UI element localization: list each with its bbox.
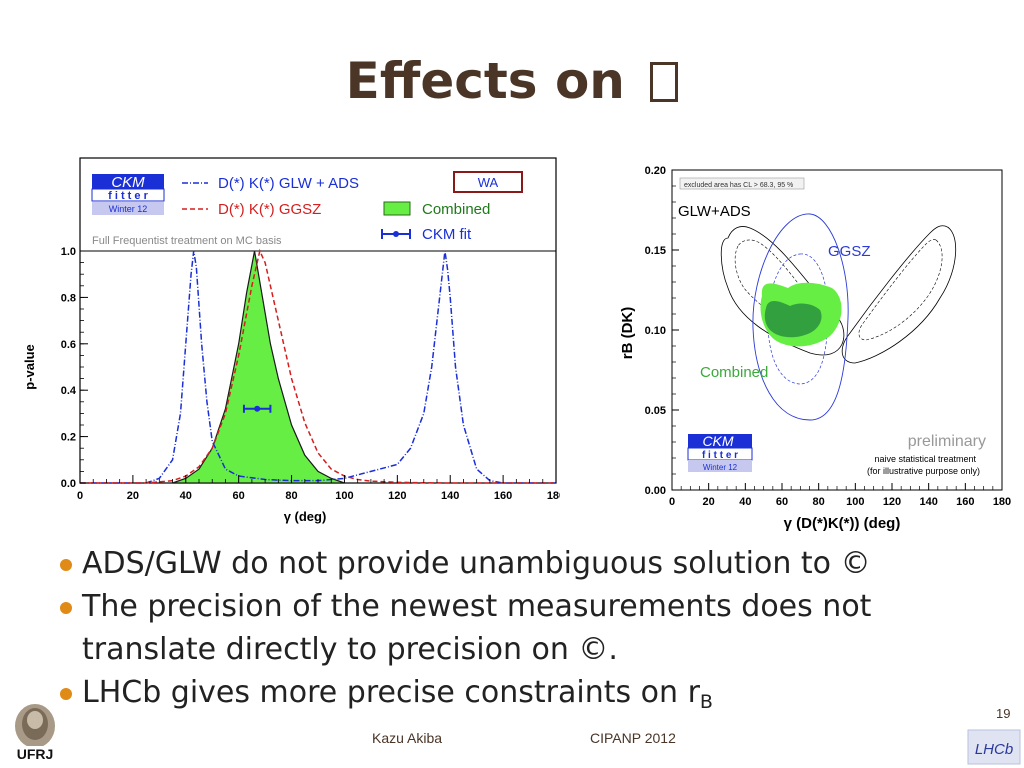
glw-outer-right bbox=[841, 225, 957, 364]
xtick-label: 180 bbox=[993, 496, 1011, 508]
rb-ylabel: rB (DK) bbox=[619, 307, 636, 360]
xtick-label: 80 bbox=[285, 490, 297, 502]
ckm-fit-point bbox=[254, 405, 261, 412]
label-combined: Combined bbox=[700, 364, 768, 381]
xtick-label: 40 bbox=[180, 490, 192, 502]
ytick-label: 0.6 bbox=[61, 339, 76, 351]
ytick-label: 0.15 bbox=[645, 245, 666, 257]
ytick-label: 1.0 bbox=[61, 246, 76, 258]
xtick-label: 20 bbox=[703, 496, 715, 508]
excluded-area-note: excluded area has CL > 68.3, 95 % bbox=[684, 182, 793, 189]
bullet-3: LHCb gives more precise constraints on r… bbox=[58, 671, 998, 724]
footer-author: Kazu Akiba bbox=[372, 730, 443, 746]
rb-contours bbox=[720, 213, 957, 421]
xtick-label: 100 bbox=[846, 496, 864, 508]
label-glw-ads: GLW+ADS bbox=[678, 203, 751, 220]
xtick-label: 60 bbox=[776, 496, 788, 508]
pvalue-xlabel: γ (deg) bbox=[284, 509, 327, 524]
ytick-label: 0.10 bbox=[645, 325, 666, 337]
bullet-dot-icon bbox=[60, 559, 72, 571]
label-naive: naive statistical treatment bbox=[874, 454, 976, 464]
ytick-label: 0.05 bbox=[645, 405, 666, 417]
winter-logo-text: Winter 12 bbox=[109, 204, 148, 214]
label-illustrative: (for illustrative purpose only) bbox=[867, 466, 980, 476]
xtick-label: 160 bbox=[494, 490, 512, 502]
xtick-label: 140 bbox=[919, 496, 937, 508]
xtick-label: 0 bbox=[669, 496, 675, 508]
label-ggsz: GGSZ bbox=[828, 243, 871, 260]
xtick-label: 20 bbox=[127, 490, 139, 502]
footer-conference: CIPANP 2012 bbox=[590, 730, 676, 746]
ytick-label: 0.8 bbox=[61, 292, 76, 304]
glw-outer-left bbox=[720, 226, 845, 356]
bullet-dot-icon bbox=[60, 602, 72, 614]
slide-title: Effects on bbox=[0, 52, 1024, 110]
pvalue-plot-area bbox=[80, 248, 556, 484]
bullet-2: The precision of the newest measurements… bbox=[58, 585, 998, 671]
xtick-label: 0 bbox=[77, 490, 83, 502]
ytick-label: 0.4 bbox=[61, 385, 77, 397]
legend-glw: D(*) K(*) GLW + ADS bbox=[218, 175, 359, 192]
pvalue-axes: 0 20 40 60 80 100 120 140 160 180 0.0 0.2 0.4 0.6 0.8 1… bbox=[61, 246, 560, 502]
glw-inner-right bbox=[858, 239, 943, 341]
xtick-label: 180 bbox=[547, 490, 560, 502]
wa-box bbox=[453, 171, 523, 193]
ufrj-logo-text: UFRJ bbox=[17, 746, 54, 762]
combined-68-region bbox=[764, 301, 822, 338]
legend-ckmfit: CKM fit bbox=[422, 226, 472, 243]
lhcb-logo-text: LHCb bbox=[975, 741, 1013, 758]
ggsz-outer bbox=[752, 213, 849, 421]
bullet-1: ADS/GLW do not provide unambiguous solut… bbox=[58, 542, 998, 585]
xtick-label: 120 bbox=[883, 496, 901, 508]
pvalue-chart: CKM f i t t e r Winter 12 Full Frequenti… bbox=[22, 157, 560, 524]
ufrj-logo: UFRJ bbox=[10, 704, 60, 762]
fitter-logo-text: f i t t e r bbox=[108, 190, 148, 202]
fitter-logo-right: f i t t e r bbox=[702, 450, 738, 461]
frequentist-note: Full Frequentist treatment on MC basis bbox=[92, 235, 282, 247]
series-ggsz bbox=[80, 248, 556, 484]
wa-label: WA bbox=[478, 175, 499, 190]
legend-ggsz: D(*) K(*) GGSZ bbox=[218, 201, 321, 218]
ckm-logo-right: CKM bbox=[702, 433, 733, 449]
xtick-label: 120 bbox=[388, 490, 406, 502]
ytick-label: 0.2 bbox=[61, 432, 76, 444]
xtick-label: 140 bbox=[441, 490, 459, 502]
xtick-label: 60 bbox=[233, 490, 245, 502]
bullet-list: ADS/GLW do not provide unambiguous solut… bbox=[58, 542, 998, 724]
ckm-logo-top bbox=[92, 174, 164, 189]
rb-axes: 0 20 40 60 80 100 120 140 160 180 0.00 0.05 0.10 0.15… bbox=[645, 165, 1012, 508]
winter-logo-right: Winter 12 bbox=[703, 463, 738, 472]
missing-glyph-icon bbox=[650, 62, 679, 102]
ckm-logo-text: CKM bbox=[111, 174, 145, 191]
ytick-label: 0.20 bbox=[645, 165, 666, 177]
ytick-label: 0.00 bbox=[645, 485, 666, 497]
rb-gamma-chart: excluded area has CL > 68.3, 95 % GLW+AD… bbox=[619, 165, 1012, 532]
legend-combined: Combined bbox=[422, 201, 490, 218]
rb-xlabel: γ (D(*)K(*)) (deg) bbox=[784, 515, 901, 532]
xtick-label: 100 bbox=[335, 490, 353, 502]
xtick-label: 80 bbox=[813, 496, 825, 508]
ytick-label: 0.0 bbox=[61, 478, 76, 490]
label-preliminary: preliminary bbox=[908, 433, 986, 450]
page-number: 19 bbox=[996, 706, 1011, 721]
xtick-label: 160 bbox=[956, 496, 974, 508]
xtick-label: 40 bbox=[739, 496, 751, 508]
glw-inner-left bbox=[734, 239, 830, 340]
pvalue-ylabel: p-value bbox=[22, 344, 37, 390]
bullet-dot-icon bbox=[60, 688, 72, 700]
lhcb-logo: LHCb bbox=[967, 729, 1021, 765]
